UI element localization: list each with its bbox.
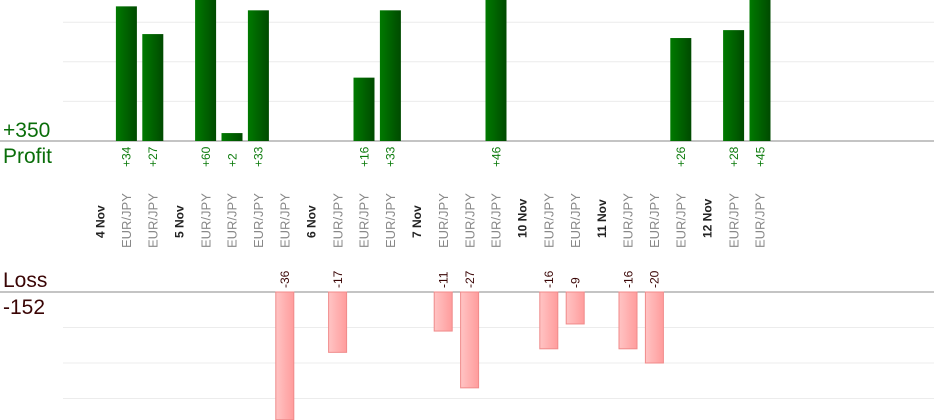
pair-label: EUR/JPY bbox=[225, 193, 240, 248]
loss-bar bbox=[433, 291, 453, 332]
pair-label: EUR/JPY bbox=[489, 193, 504, 248]
profit-value-label: +45 bbox=[753, 146, 767, 167]
profit-value-label: +46 bbox=[489, 146, 503, 167]
pair-label: EUR/JPY bbox=[330, 193, 345, 248]
loss-value-label: -16 bbox=[542, 270, 556, 288]
loss-bar bbox=[539, 291, 559, 350]
loss-bar bbox=[328, 291, 348, 353]
profit-value-label: +33 bbox=[252, 146, 266, 167]
profit-bar bbox=[195, 0, 217, 142]
pair-label: EUR/JPY bbox=[541, 193, 556, 248]
profit-bar bbox=[670, 38, 692, 141]
pair-label: EUR/JPY bbox=[726, 193, 741, 248]
pair-label: EUR/JPY bbox=[251, 193, 266, 248]
loss-value-label: -36 bbox=[278, 270, 292, 288]
pair-label: EUR/JPY bbox=[647, 193, 662, 248]
profit-value-label: +2 bbox=[225, 153, 239, 167]
date-label: 7 Nov bbox=[410, 205, 424, 238]
loss-value-label: -20 bbox=[648, 270, 662, 288]
profit-bar bbox=[485, 0, 507, 142]
pair-label: EUR/JPY bbox=[119, 193, 134, 248]
date-label: 12 Nov bbox=[701, 198, 715, 238]
profit-value-label: +33 bbox=[384, 146, 398, 167]
pair-label: EUR/JPY bbox=[753, 193, 768, 248]
profit-bar bbox=[247, 10, 269, 141]
profit-value-label: +28 bbox=[727, 146, 741, 167]
profit-bar bbox=[115, 6, 137, 141]
profit-bar bbox=[723, 30, 745, 141]
loss-bar bbox=[275, 291, 295, 420]
pair-label: EUR/JPY bbox=[357, 193, 372, 248]
pair-label: EUR/JPY bbox=[277, 193, 292, 248]
profit-bar bbox=[221, 133, 243, 141]
loss-bar bbox=[565, 291, 585, 325]
pair-label: EUR/JPY bbox=[383, 193, 398, 248]
pair-label: EUR/JPY bbox=[621, 193, 636, 248]
pair-label: EUR/JPY bbox=[568, 193, 583, 248]
loss-bar bbox=[460, 291, 480, 389]
loss-bar bbox=[644, 291, 664, 364]
loss-value-label: -17 bbox=[331, 270, 345, 288]
loss-value-label: -16 bbox=[621, 270, 635, 288]
pair-label: EUR/JPY bbox=[673, 193, 688, 248]
pair-label: EUR/JPY bbox=[436, 193, 451, 248]
date-label: 5 Nov bbox=[173, 205, 187, 238]
loss-value-label: -11 bbox=[437, 271, 451, 288]
date-label: 4 Nov bbox=[93, 205, 107, 238]
pair-label: EUR/JPY bbox=[145, 193, 160, 248]
loss-bar bbox=[618, 291, 638, 350]
profit-value-label: +34 bbox=[120, 146, 134, 167]
loss-value-label: -9 bbox=[569, 277, 583, 288]
profit-bar bbox=[379, 10, 401, 141]
pair-label: EUR/JPY bbox=[198, 193, 213, 248]
loss-total: -152 bbox=[3, 296, 46, 319]
profit-value-label: +27 bbox=[146, 146, 160, 167]
profit-bar bbox=[142, 34, 164, 141]
profit-label: Profit bbox=[3, 145, 53, 168]
profit-value-label: +60 bbox=[199, 146, 213, 167]
date-label: 6 Nov bbox=[305, 205, 319, 238]
profit-bar bbox=[353, 77, 375, 141]
loss-value-label: -27 bbox=[463, 270, 477, 288]
profit-value-label: +16 bbox=[357, 146, 371, 167]
profit-bar bbox=[749, 0, 771, 141]
profit-value-label: +26 bbox=[674, 146, 688, 167]
date-label: 10 Nov bbox=[516, 198, 530, 238]
loss-label: Loss bbox=[3, 269, 48, 292]
pair-label: EUR/JPY bbox=[462, 193, 477, 248]
profit-total: +350 bbox=[3, 119, 51, 142]
date-label: 11 Nov bbox=[595, 199, 609, 238]
